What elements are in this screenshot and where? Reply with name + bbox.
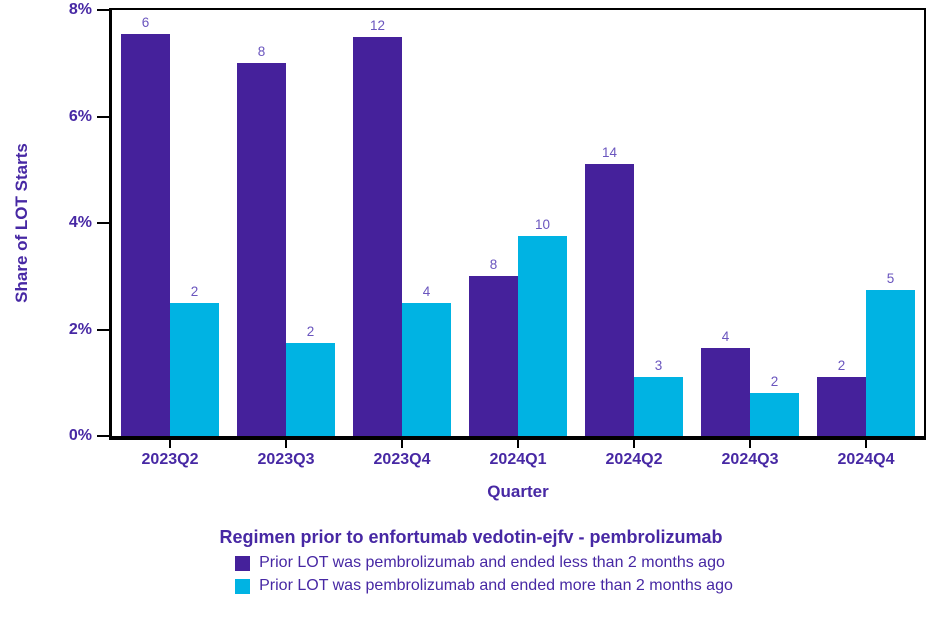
x-tick-label-2024Q2: 2024Q2 [605,451,663,468]
bar-series2-2023Q3 [286,342,335,436]
x-tick-label-2024Q4: 2024Q4 [837,451,895,468]
bar-label-series1-2024Q3: 4 [721,329,730,345]
x-tick-label-2023Q4: 2023Q4 [373,451,431,468]
bar-series1-2024Q1 [469,276,518,436]
x-tick-label-2024Q1: 2024Q1 [489,451,547,468]
x-tick-label-2024Q3: 2024Q3 [721,451,779,468]
x-tick-mark [285,440,287,448]
x-tick-label-2023Q3: 2023Q3 [257,451,315,468]
bar-label-series2-2024Q4: 5 [886,270,895,286]
bar-series2-2024Q3 [750,393,799,436]
bar-label-series2-2023Q4: 4 [422,283,431,299]
y-tick-label: 6% [68,107,92,125]
bar-label-series2-2023Q3: 2 [306,323,315,339]
bar-series1-2024Q2 [585,164,634,436]
x-tick-mark [633,440,635,448]
legend-title: Regimen prior to enfortumab vedotin-ejfv… [219,527,723,547]
x-tick-label-2023Q2: 2023Q2 [141,451,199,468]
bar-series2-2023Q4 [402,302,451,436]
bar-label-series2-2024Q1: 10 [534,217,551,233]
y-axis-title: Share of LOT Starts [12,143,31,303]
legend-item-label-1: Prior LOT was pembrolizumab and ended le… [259,554,725,571]
y-tick-mark [97,9,112,11]
legend-swatch-1 [235,555,251,571]
y-tick-label: 2% [68,320,92,338]
bar-label-series2-2023Q2: 2 [190,283,199,299]
bar-series1-2023Q3 [237,63,286,436]
bar-label-series1-2023Q2: 6 [141,14,150,30]
legend-swatch-2 [235,578,251,594]
bar-series1-2024Q3 [701,348,750,436]
legend-item-1: Prior LOT was pembrolizumab and ended le… [209,554,733,572]
bar-label-series1-2024Q2: 14 [601,145,618,161]
x-tick-mark [865,440,867,448]
legend-inner: Regimen prior to enfortumab vedotin-ejfv… [209,527,733,600]
bar-series2-2024Q2 [634,377,683,436]
bar-label-series1-2024Q1: 8 [489,257,498,273]
bar-label-series1-2023Q3: 8 [257,44,266,60]
legend-items: Prior LOT was pembrolizumab and ended le… [209,554,733,595]
bar-series1-2023Q2 [121,33,170,436]
y-tick-label: 0% [68,427,92,444]
plot-area: 6 2 8 2 12 4 8 10 14 3 4 2 2 5 [109,8,926,440]
legend: Regimen prior to enfortumab vedotin-ejfv… [0,527,942,600]
bar-series1-2024Q4 [817,377,866,436]
y-tick-mark [97,222,112,224]
y-tick-label: 4% [68,214,92,231]
legend-item-label-2: Prior LOT was pembrolizumab and ended mo… [259,577,733,594]
y-tick-mark [97,435,112,437]
bar-label-series2-2024Q2: 3 [654,358,663,374]
bar-series2-2024Q4 [866,289,915,436]
x-tick-mark [169,440,171,448]
x-tick-mark [401,440,403,448]
x-tick-mark [517,440,519,448]
bar-label-series1-2023Q4: 12 [369,17,386,33]
bar-label-series1-2024Q4: 2 [837,358,846,374]
y-tick-label: 8% [68,1,92,18]
bar-series1-2023Q4 [353,36,402,436]
x-tick-mark [749,440,751,448]
bar-series2-2024Q1 [518,236,567,436]
legend-item-2: Prior LOT was pembrolizumab and ended mo… [209,577,733,595]
bar-label-series2-2024Q3: 2 [770,374,779,390]
y-tick-mark [97,115,112,118]
y-tick-mark [97,328,112,331]
x-axis-title: Quarter [487,482,549,501]
bar-series2-2023Q2 [170,302,219,436]
